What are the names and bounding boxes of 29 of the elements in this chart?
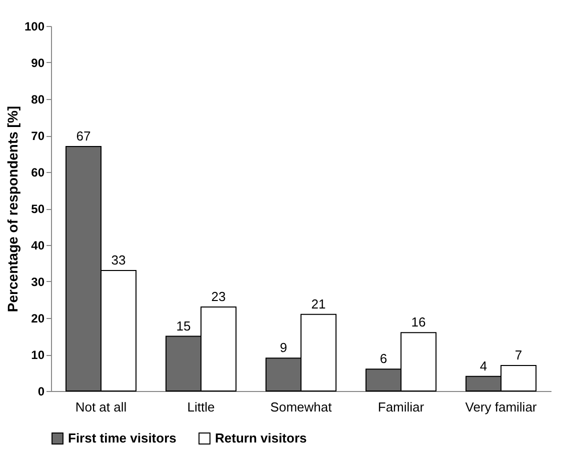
y-tick-label: 10 <box>31 348 45 362</box>
y-tick-label: 40 <box>31 238 45 252</box>
x-tick-label: Familiar <box>378 400 425 414</box>
y-axis-title: Percentage of respondents [%] <box>4 106 20 312</box>
x-tick-label: Little <box>187 400 215 414</box>
y-tick-label: 20 <box>31 312 45 326</box>
y-tick-label: 80 <box>31 92 45 106</box>
data-label: 7 <box>514 347 522 362</box>
y-tick-label: 50 <box>31 202 45 216</box>
y-tick-label: 90 <box>31 56 45 70</box>
data-label: 6 <box>380 351 388 366</box>
y-tick-label: 30 <box>31 275 45 289</box>
y-tick-label: 60 <box>31 166 45 180</box>
x-tick-label: Not at all <box>75 400 127 414</box>
x-tick-label: Somewhat <box>270 400 332 414</box>
data-label: 23 <box>211 289 226 304</box>
legend-label: First time visitors <box>68 430 176 446</box>
x-tick-label: Very familiar <box>465 400 538 414</box>
data-label: 15 <box>176 318 191 334</box>
data-label: 21 <box>311 296 326 312</box>
data-label: 9 <box>280 340 288 356</box>
legend-label: Return visitors <box>215 430 307 446</box>
y-tick-label: 70 <box>31 129 45 143</box>
data-label: 67 <box>76 128 91 144</box>
data-label: 4 <box>480 358 488 374</box>
y-tick-label: 100 <box>24 20 45 34</box>
y-tick-label: 0 <box>38 384 45 398</box>
data-label: 16 <box>411 314 426 330</box>
data-label: 33 <box>111 252 126 268</box>
